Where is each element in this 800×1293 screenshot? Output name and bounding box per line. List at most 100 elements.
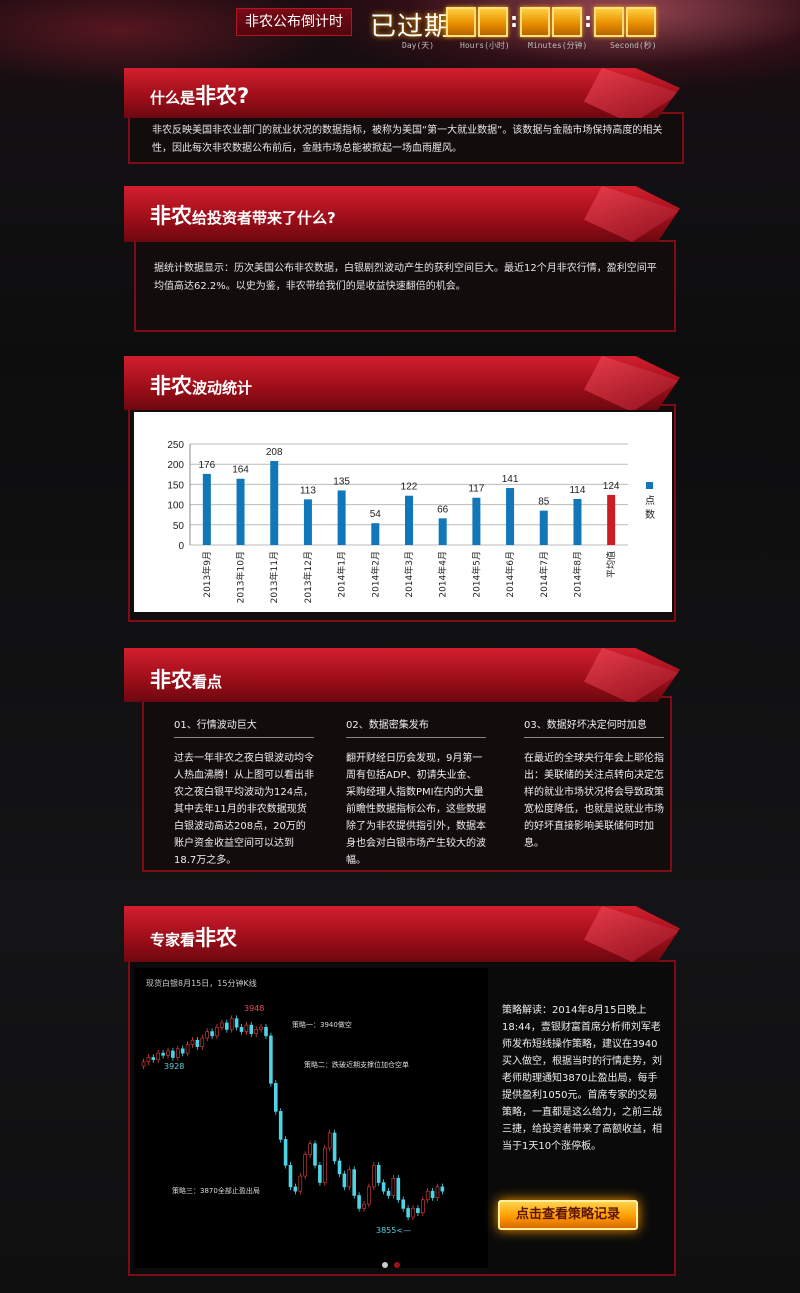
kline-candle [425, 1190, 430, 1201]
kline-candle [337, 1160, 342, 1175]
countdown-digit [552, 7, 582, 37]
x-tick-label: 平均值 [605, 551, 617, 578]
kline-candle [376, 1164, 381, 1183]
point-2-body: 翻开财经日历会发现，9月第一周有包括ADP、初请失业金、采购经理人指数PMI在内… [346, 753, 486, 866]
kline-candle [283, 1139, 288, 1166]
point-2: 02、数据密集发布 翻开财经日历会发现，9月第一周有包括ADP、初请失业金、采购… [346, 716, 486, 869]
points-panel: 01、行情波动巨大 过去一年非农之夜白银波动均令人热血沸腾！从上图可以看出非农之… [142, 696, 672, 872]
kline-strategy-1: 策略一：3940做空 [292, 1021, 352, 1029]
countdown-digit [478, 7, 508, 37]
stats-title: 非农波动统计 [150, 370, 252, 400]
countdown-unit-second: Second(秒) [610, 41, 657, 50]
data-label: 117 [468, 484, 484, 495]
kline-candle [269, 1035, 273, 1084]
kline-candle [323, 1147, 327, 1183]
kline-candle [195, 1039, 200, 1047]
bar [270, 460, 279, 545]
data-label: 66 [437, 504, 449, 515]
point-3-body: 在最近的全球央行年会上耶伦指出：美联储的关注点转向决定怎样的就业市场状况将会导致… [524, 753, 664, 849]
x-tick-label: 2013年11月 [268, 551, 280, 603]
legend-label: 点 [645, 495, 655, 507]
bar [472, 497, 481, 545]
bring-title-small: 给投资者带来了什么? [192, 209, 336, 227]
kline-candle [298, 1175, 303, 1192]
kline-low-price: 3855<— [376, 1226, 412, 1235]
kline-candle [288, 1164, 293, 1188]
x-tick-label: 2014年5月 [470, 551, 482, 598]
y-tick-label: 250 [167, 440, 184, 451]
bar [405, 495, 413, 545]
kline-candle [175, 1048, 180, 1058]
point-1-heading: 01、行情波动巨大 [174, 716, 314, 738]
kline-candle [156, 1052, 161, 1060]
countdown-digit [626, 7, 656, 37]
kline-chart: 现货白银8月15日，15分钟K线 3948 3928 3855<— 策略一：39… [134, 968, 488, 1268]
kline-candle [435, 1186, 440, 1198]
kline-candle [161, 1052, 165, 1056]
countdown-digit [594, 7, 624, 37]
kline-candle [244, 1024, 249, 1032]
points-title-small: 看点 [192, 673, 223, 691]
strategy-analysis: 策略解读：2014年8月15日晚上18:44，壹银财富首席分析师刘军老师发布短线… [502, 1005, 662, 1152]
kline-candle [220, 1022, 224, 1028]
kline-candle [274, 1083, 278, 1112]
bar [303, 499, 312, 545]
carousel-dot-2[interactable] [394, 1262, 400, 1268]
bar [236, 478, 245, 545]
x-tick-label: 2013年12月 [302, 551, 314, 603]
countdown-bar: 非农公布倒计时 已过期 : : Day(天) Hours(小时) Minutes… [236, 4, 676, 52]
kline-strategy-3: 策略三：3870全部止盈出局 [172, 1187, 260, 1195]
kline-candle [327, 1132, 332, 1149]
kline-candle [225, 1022, 229, 1030]
data-label: 141 [502, 474, 519, 485]
bar [337, 490, 346, 545]
stats-chart: 0 50 100 150 200 250 176 2013年9月 164 2013年10月 208 2… [134, 412, 672, 612]
legend-label: 数 [645, 508, 655, 521]
x-tick-label: 2014年8月 [571, 551, 583, 598]
kline-candle [205, 1031, 209, 1039]
kline-candle [166, 1050, 170, 1056]
stats-title-big: 非农 [150, 374, 192, 398]
point-3-heading: 03、数据好坏决定何时加息 [524, 716, 664, 738]
bring-title: 非农给投资者带来了什么? [150, 200, 336, 230]
point-1-body: 过去一年非农之夜白银波动均令人热血沸腾！从上图可以看出非农之夜白银平均波动为12… [174, 753, 314, 866]
kline-candle [406, 1208, 410, 1218]
x-tick-label: 2014年3月 [403, 551, 415, 598]
kline-candle [430, 1190, 435, 1198]
kline-candle [151, 1057, 156, 1060]
kline-candle [372, 1164, 376, 1188]
carousel-dot-1[interactable] [382, 1262, 388, 1268]
kline-caption: 现货白银8月15日，15分钟K线 [146, 979, 257, 988]
kline-candle [234, 1018, 239, 1028]
countdown-unit-hours: Hours(小时) [460, 41, 510, 50]
countdown-colon: : [510, 8, 518, 32]
data-label: 124 [603, 481, 620, 492]
kline-candle [416, 1208, 420, 1214]
kline-candle [362, 1203, 366, 1209]
kline-candle [303, 1154, 307, 1177]
expert-banner: 专家看非农 [124, 906, 680, 962]
countdown-status: 已过期 [370, 12, 452, 42]
kline-candle [146, 1057, 151, 1063]
countdown-digit [446, 7, 476, 37]
kline-candle [391, 1177, 396, 1196]
expert-title-small: 专家看 [150, 931, 196, 949]
kline-candle [411, 1208, 415, 1218]
view-strategy-record-button[interactable]: 点击查看策略记录 [498, 1200, 638, 1230]
data-label: 176 [199, 460, 216, 471]
what-banner: 什么是非农? [124, 68, 680, 118]
data-label: 208 [266, 447, 283, 458]
kline-candle [215, 1026, 219, 1037]
y-tick-label: 0 [178, 541, 184, 552]
kline-candle [386, 1190, 391, 1196]
kline-candle [254, 1029, 258, 1035]
kline-candle [171, 1050, 175, 1058]
what-title-big: 非农? [195, 84, 250, 108]
y-tick-label: 100 [167, 501, 184, 512]
what-panel: 非农反映美国非农业部门的就业状况的数据指标，被称为美国“第一大就业数据”。该数据… [128, 112, 684, 164]
points-title-big: 非农 [150, 668, 192, 692]
kline-candle [318, 1164, 322, 1183]
expert-title: 专家看非农 [150, 922, 237, 952]
data-label: 85 [538, 497, 550, 508]
kline-candle [420, 1199, 425, 1214]
